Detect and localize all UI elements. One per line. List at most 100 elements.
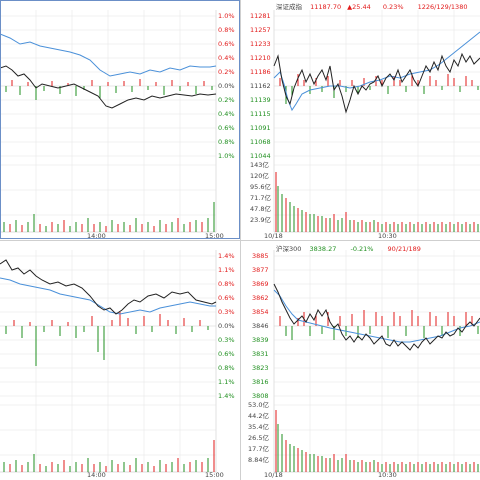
bottom-right-price-line xyxy=(273,283,480,351)
top-left-volume-bars xyxy=(3,202,215,232)
top-right-volume-bars xyxy=(275,172,479,232)
index-pct: 0.23% xyxy=(382,3,404,11)
price-label: 3885 xyxy=(252,252,269,260)
price-label: 3854 xyxy=(252,308,269,316)
price-label: 3869 xyxy=(252,280,269,288)
volume-label: 26.5亿 xyxy=(248,434,269,442)
bottom-left-chart-svg xyxy=(0,250,217,473)
time-label: 10/18 xyxy=(264,232,283,240)
index-change: 25.44 xyxy=(352,3,371,11)
price-label: 11091 xyxy=(250,124,271,132)
index-price: 3838.27 xyxy=(309,245,337,253)
up-arrow-icon: ▲ xyxy=(347,3,353,11)
top-left-avg-line xyxy=(0,33,217,77)
volume-label: 143亿 xyxy=(250,161,269,169)
price-label: 11068 xyxy=(250,138,271,146)
pct-label: 0.8% xyxy=(218,26,235,34)
price-label: 3808 xyxy=(252,392,269,400)
time-label: 14:00 xyxy=(87,471,106,479)
top-right-price-line xyxy=(273,52,480,114)
index-name: 沪深300 xyxy=(276,245,302,253)
bottom-right-grid xyxy=(273,250,480,473)
price-label: 3877 xyxy=(252,266,269,274)
price-label: 3816 xyxy=(252,378,269,386)
pct-label: 1.1% xyxy=(218,378,235,386)
price-label: 11186 xyxy=(250,68,271,76)
bottom-left-price-line xyxy=(0,259,217,315)
time-label: 10:30 xyxy=(378,232,397,240)
time-label: 10/18 xyxy=(264,471,283,479)
index-breadth: 90/21/189 xyxy=(387,245,421,253)
top-left-chart-svg xyxy=(0,0,240,239)
price-label: 3823 xyxy=(252,364,269,372)
price-label: 3839 xyxy=(252,336,269,344)
pct-label: 0.6% xyxy=(218,294,235,302)
top-right-grid xyxy=(273,10,480,233)
pct-label: 0.4% xyxy=(218,110,235,118)
top-left-price-line xyxy=(0,65,217,109)
pct-label: 0.2% xyxy=(218,68,235,76)
price-label: 11233 xyxy=(250,40,271,48)
price-label: 3862 xyxy=(252,294,269,302)
volume-label: 95.6亿 xyxy=(250,183,271,191)
index-header: 沪深300 3838.27 -0.21% 90/21/189 xyxy=(276,243,421,253)
pct-label: 0.0% xyxy=(218,82,235,90)
time-label: 14:00 xyxy=(87,232,106,240)
pct-label: 1.4% xyxy=(218,252,235,260)
volume-label: 47.8亿 xyxy=(250,205,271,213)
price-label: 11257 xyxy=(250,26,271,34)
pct-label: 0.3% xyxy=(218,308,235,316)
bottom-left-avg-line xyxy=(0,277,216,315)
volume-label: 53.0亿 xyxy=(248,401,269,409)
bottom-left-volume-bars xyxy=(3,440,215,472)
top-right-chart-pane[interactable]: 深证成指 11187.70 ▲25.44 0.23% 1226/129/1380… xyxy=(240,0,480,240)
time-label: 10:30 xyxy=(378,471,397,479)
index-header: 深证成指 11187.70 ▲25.44 0.23% 1226/129/1380 xyxy=(276,1,467,11)
price-label: 3846 xyxy=(252,322,269,330)
volume-label: 120亿 xyxy=(250,172,269,180)
pct-label: 0.8% xyxy=(218,138,235,146)
pct-label: 0.4% xyxy=(218,54,235,62)
time-label: 15:00 xyxy=(205,232,224,240)
pct-label: 1.4% xyxy=(218,392,235,400)
pct-label: 0.2% xyxy=(218,96,235,104)
volume-label: 44.2亿 xyxy=(248,412,269,420)
pct-label: 0.3% xyxy=(218,336,235,344)
price-label: 11044 xyxy=(250,152,271,160)
price-label: 11162 xyxy=(250,82,271,90)
top-left-intraday-bars xyxy=(5,79,213,100)
pct-label: 0.6% xyxy=(218,124,235,132)
top-right-chart-svg xyxy=(273,10,480,233)
price-label: 11281 xyxy=(250,12,271,20)
price-label: 11139 xyxy=(250,96,271,104)
price-label: 11115 xyxy=(250,110,271,118)
volume-label: 35.4亿 xyxy=(248,423,269,431)
pct-label: 0.8% xyxy=(218,364,235,372)
pct-label: 0.0% xyxy=(218,322,235,330)
pct-label: 0.8% xyxy=(218,280,235,288)
pct-label: 1.0% xyxy=(218,12,235,20)
volume-label: 17.7亿 xyxy=(248,445,269,453)
top-left-chart-pane[interactable]: 1.0% 0.8% 0.6% 0.4% 0.2% 0.0% 0.2% 0.4% … xyxy=(0,0,240,240)
bottom-left-intraday-bars xyxy=(5,312,209,366)
bottom-left-grid xyxy=(0,250,217,473)
pct-label: 0.6% xyxy=(218,40,235,48)
index-name: 深证成指 xyxy=(276,3,302,11)
volume-label: 23.9亿 xyxy=(250,216,271,224)
time-label: 15:00 xyxy=(205,471,224,479)
bottom-left-chart-pane[interactable]: 1.4% 1.1% 0.8% 0.6% 0.3% 0.0% 0.3% 0.6% … xyxy=(0,240,240,480)
volume-label: 8.84亿 xyxy=(248,456,269,464)
horizontal-divider xyxy=(0,240,480,241)
bottom-right-chart-svg xyxy=(273,250,480,473)
price-label: 3831 xyxy=(252,350,269,358)
price-label: 11210 xyxy=(250,54,271,62)
top-left-active-border xyxy=(0,0,240,239)
pct-label: 0.6% xyxy=(218,350,235,358)
index-change: -0.21% xyxy=(350,245,374,253)
volume-label: 71.7亿 xyxy=(250,194,271,202)
pct-label: 1.0% xyxy=(218,152,235,160)
pct-label: 1.1% xyxy=(218,266,235,274)
bottom-right-chart-pane[interactable]: 沪深300 3838.27 -0.21% 90/21/189 3885 3877… xyxy=(240,240,480,480)
index-breadth: 1226/129/1380 xyxy=(417,3,468,11)
bottom-right-volume-bars xyxy=(275,410,479,472)
